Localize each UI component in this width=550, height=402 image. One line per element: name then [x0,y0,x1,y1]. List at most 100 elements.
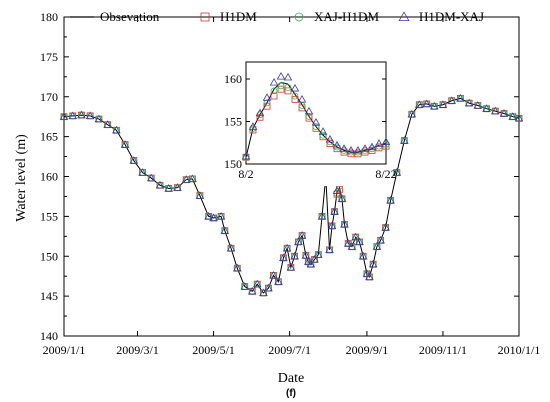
data-point-h1dm-xaj [343,239,353,247]
y-tick-label: 150 [40,249,58,263]
data-point-h1dm-xaj [209,213,218,222]
data-point-h1dm-xaj [491,106,500,115]
data-point-h1dm-xaj [264,283,273,292]
data-point-h1dm-xaj [195,191,205,199]
inset-data-point-h1dm-xaj [311,117,321,126]
data-point-h1dm-xaj [146,173,156,182]
data-point-h1dm-xaj [327,221,337,230]
data-point-h1dm-xaj [362,269,372,277]
data-point-h1dm-xaj [232,263,242,272]
x-tick-label: 2009/1/1 [43,343,86,357]
data-point-h1dm-xaj [447,96,456,104]
inset-data-point-h1dm-xaj [297,94,307,103]
inset-data-point-h1dm-xaj [262,93,272,101]
data-point-h1dm-xaj [365,272,374,281]
data-point-h1dm-xaj [247,286,257,295]
data-point-h1dm-xaj [310,255,319,263]
inset-data-point-h1dm [382,142,390,150]
data-point-h1dm-xaj [216,211,226,220]
panel-label: (f) [286,388,296,399]
data-point-h1dm-xaj [422,99,432,108]
data-point-h1dm-xaj [340,219,349,228]
data-point-h1dm-xaj [355,237,364,245]
data-point-h1dm-xaj [164,184,174,192]
data-point-h1dm-xaj [429,101,439,110]
data-point-h1dm-xaj [259,288,268,297]
data-point-h1dm-xaj [279,253,288,261]
x-tick-label: 2009/11/1 [419,343,467,357]
data-point-h1dm-xaj [286,263,296,271]
data-point-h1dm-xaj [347,242,357,250]
inset-data-point-xaj-h1dm [277,82,285,90]
legend-label-h1dm: H1DM [220,9,257,24]
data-point-h1dm-xaj [372,242,382,250]
data-point-h1dm-xaj [325,245,334,253]
inset-series-h1dm-xaj [241,72,391,160]
series-h1dm-xaj [59,93,524,297]
main-plot-area: 140 145 150 155 160 165 170 175 180 2009/1/1 2009/… [40,10,540,357]
x-tick-label: 2009/3/1 [116,343,159,357]
inset-data-point-h1dm [298,104,306,112]
inset-frame [245,61,387,165]
data-point-h1dm-xaj [306,259,316,268]
data-point-h1dm-xaj [317,211,327,220]
inset-data-point-xaj-h1dm [291,92,299,100]
data-point-h1dm-xaj [290,251,299,260]
inset-data-point-h1dm [249,126,257,134]
data-point-h1dm-xaj [155,180,165,189]
inset-x-tick-label: 8/2 [238,167,253,181]
inset-data-point-h1dm-xaj [367,142,377,151]
data-point-h1dm-xaj [94,114,104,123]
data-point-h1dm-xaj [358,251,368,260]
data-point-h1dm-xaj [376,235,385,244]
inset-data-point-h1dm-xaj [241,151,251,160]
x-tick-label: 2009/7/1 [268,343,311,357]
inset-data-point-h1dm-xaj [325,134,335,143]
data-point-h1dm-xaj [314,250,323,258]
data-point-h1dm-xaj [269,270,278,279]
inset-data-point-xaj-h1dm [270,87,278,95]
y-tick-label: 145 [40,289,58,303]
inset-data-point-h1dm [277,85,285,93]
inset-plot: 150 155 160 8/2 8/22 [224,60,397,186]
data-point-h1dm-xaj [68,111,78,119]
inset-x-tick-label: 8/22 [375,167,396,181]
data-point-h1dm-xaj [282,243,292,252]
data-point-h1dm-xaj [400,136,409,144]
x-axis-title: Date [278,371,304,386]
inset-data-point-h1dm-xaj [255,108,265,117]
inset-data-point-h1dm-xaj [290,83,300,92]
y-tick-label: 160 [40,170,58,184]
inset-data-point-h1dm [375,144,383,152]
data-point-h1dm-xaj [514,113,524,122]
legend-swatch-h1dm [200,12,210,22]
inset-data-point-h1dm [305,114,313,122]
data-point-h1dm-xaj [173,183,182,191]
inset-y-tick-label: 150 [224,157,242,171]
legend-swatch-xaj-h1dm [294,12,304,22]
inset-series-h1dm [242,85,390,161]
legend-label-xaj-h1dm: XAJ-H1DM [314,9,379,24]
inset-data-point-h1dm [319,133,327,141]
inset-data-point-h1dm-xaj [269,77,279,86]
data-point-h1dm-xaj [103,120,112,128]
data-point-h1dm-xaj [220,226,230,234]
inset-data-point-xaj-h1dm [284,84,292,91]
y-tick-label: 140 [40,329,58,343]
inset-data-point-h1dm [270,92,278,100]
data-point-h1dm-xaj [508,112,518,120]
inset-data-point-xaj-h1dm [305,113,313,120]
data-point-h1dm-xaj [226,243,236,252]
y-tick-label: 170 [40,90,58,104]
inset-data-point-h1dm-xaj [374,139,384,147]
data-point-h1dm-xaj [77,110,86,119]
data-point-h1dm-xaj [297,231,307,239]
inset-data-point-h1dm [361,148,369,156]
data-point-h1dm-xaj [332,186,342,194]
data-point-h1dm-xaj [414,100,424,108]
y-axis-title: Water level (m) [14,134,29,222]
y-tick-label: 155 [40,209,58,223]
data-point-h1dm-xaj [204,211,213,220]
inset-data-point-h1dm-xaj [360,144,370,152]
